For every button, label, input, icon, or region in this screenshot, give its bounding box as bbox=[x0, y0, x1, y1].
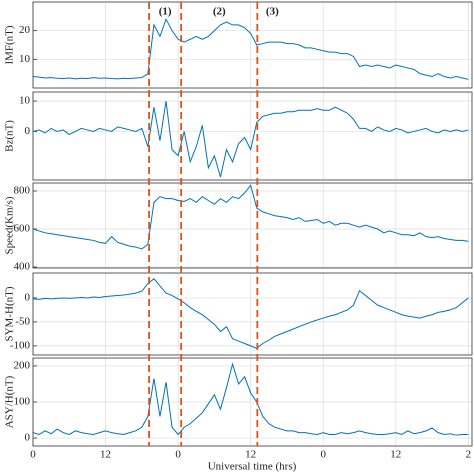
phase-label: (3) bbox=[266, 6, 279, 18]
x-axis-label: Universal time (hrs) bbox=[208, 461, 297, 473]
y-tick-label: 10 bbox=[19, 95, 31, 107]
y-tick-label: 800 bbox=[14, 185, 31, 197]
y-tick-label: -100 bbox=[10, 339, 31, 351]
data-line bbox=[32, 101, 469, 178]
data-line bbox=[32, 278, 469, 349]
x-tick-label: 0 bbox=[320, 449, 326, 461]
y-axis-label: Speed(Km/s) bbox=[4, 196, 16, 254]
panel-frame bbox=[32, 91, 473, 181]
panel-frame bbox=[32, 272, 473, 356]
x-tick-label: 0 bbox=[175, 449, 181, 461]
y-tick-label: 200 bbox=[14, 359, 31, 371]
y-axis-label: IMF(nT) bbox=[4, 25, 16, 64]
y-tick-label: 0 bbox=[25, 291, 31, 303]
y-tick-label: 10 bbox=[19, 53, 31, 65]
x-tick-label: 2 bbox=[466, 449, 472, 461]
x-tick-label: 12 bbox=[100, 449, 111, 461]
y-axis-label: SYM-H(nT) bbox=[4, 286, 16, 341]
x-tick-label: 12 bbox=[245, 449, 256, 461]
data-line bbox=[32, 184, 469, 250]
panel-frame bbox=[32, 1, 473, 89]
y-tick-label: 400 bbox=[14, 261, 31, 273]
y-tick-label: 0 bbox=[25, 125, 31, 137]
y-axis-label: Bz(nT) bbox=[4, 120, 16, 152]
phase-label: (2) bbox=[213, 6, 226, 18]
panel-frame bbox=[32, 357, 473, 447]
y-tick-label: -50 bbox=[15, 315, 30, 327]
data-line bbox=[32, 362, 469, 436]
x-tick-label: 0 bbox=[30, 449, 36, 461]
y-tick-label: 600 bbox=[14, 223, 31, 235]
phase-label: (1) bbox=[159, 6, 172, 18]
y-tick-label: 100 bbox=[14, 396, 31, 408]
data-line bbox=[32, 17, 469, 80]
y-tick-label: 20 bbox=[19, 24, 31, 36]
panel-frame bbox=[32, 182, 473, 269]
x-tick-label: 12 bbox=[390, 449, 401, 461]
y-axis-label: ASY/H(nT) bbox=[4, 375, 16, 428]
y-tick-label: 0 bbox=[25, 432, 31, 444]
